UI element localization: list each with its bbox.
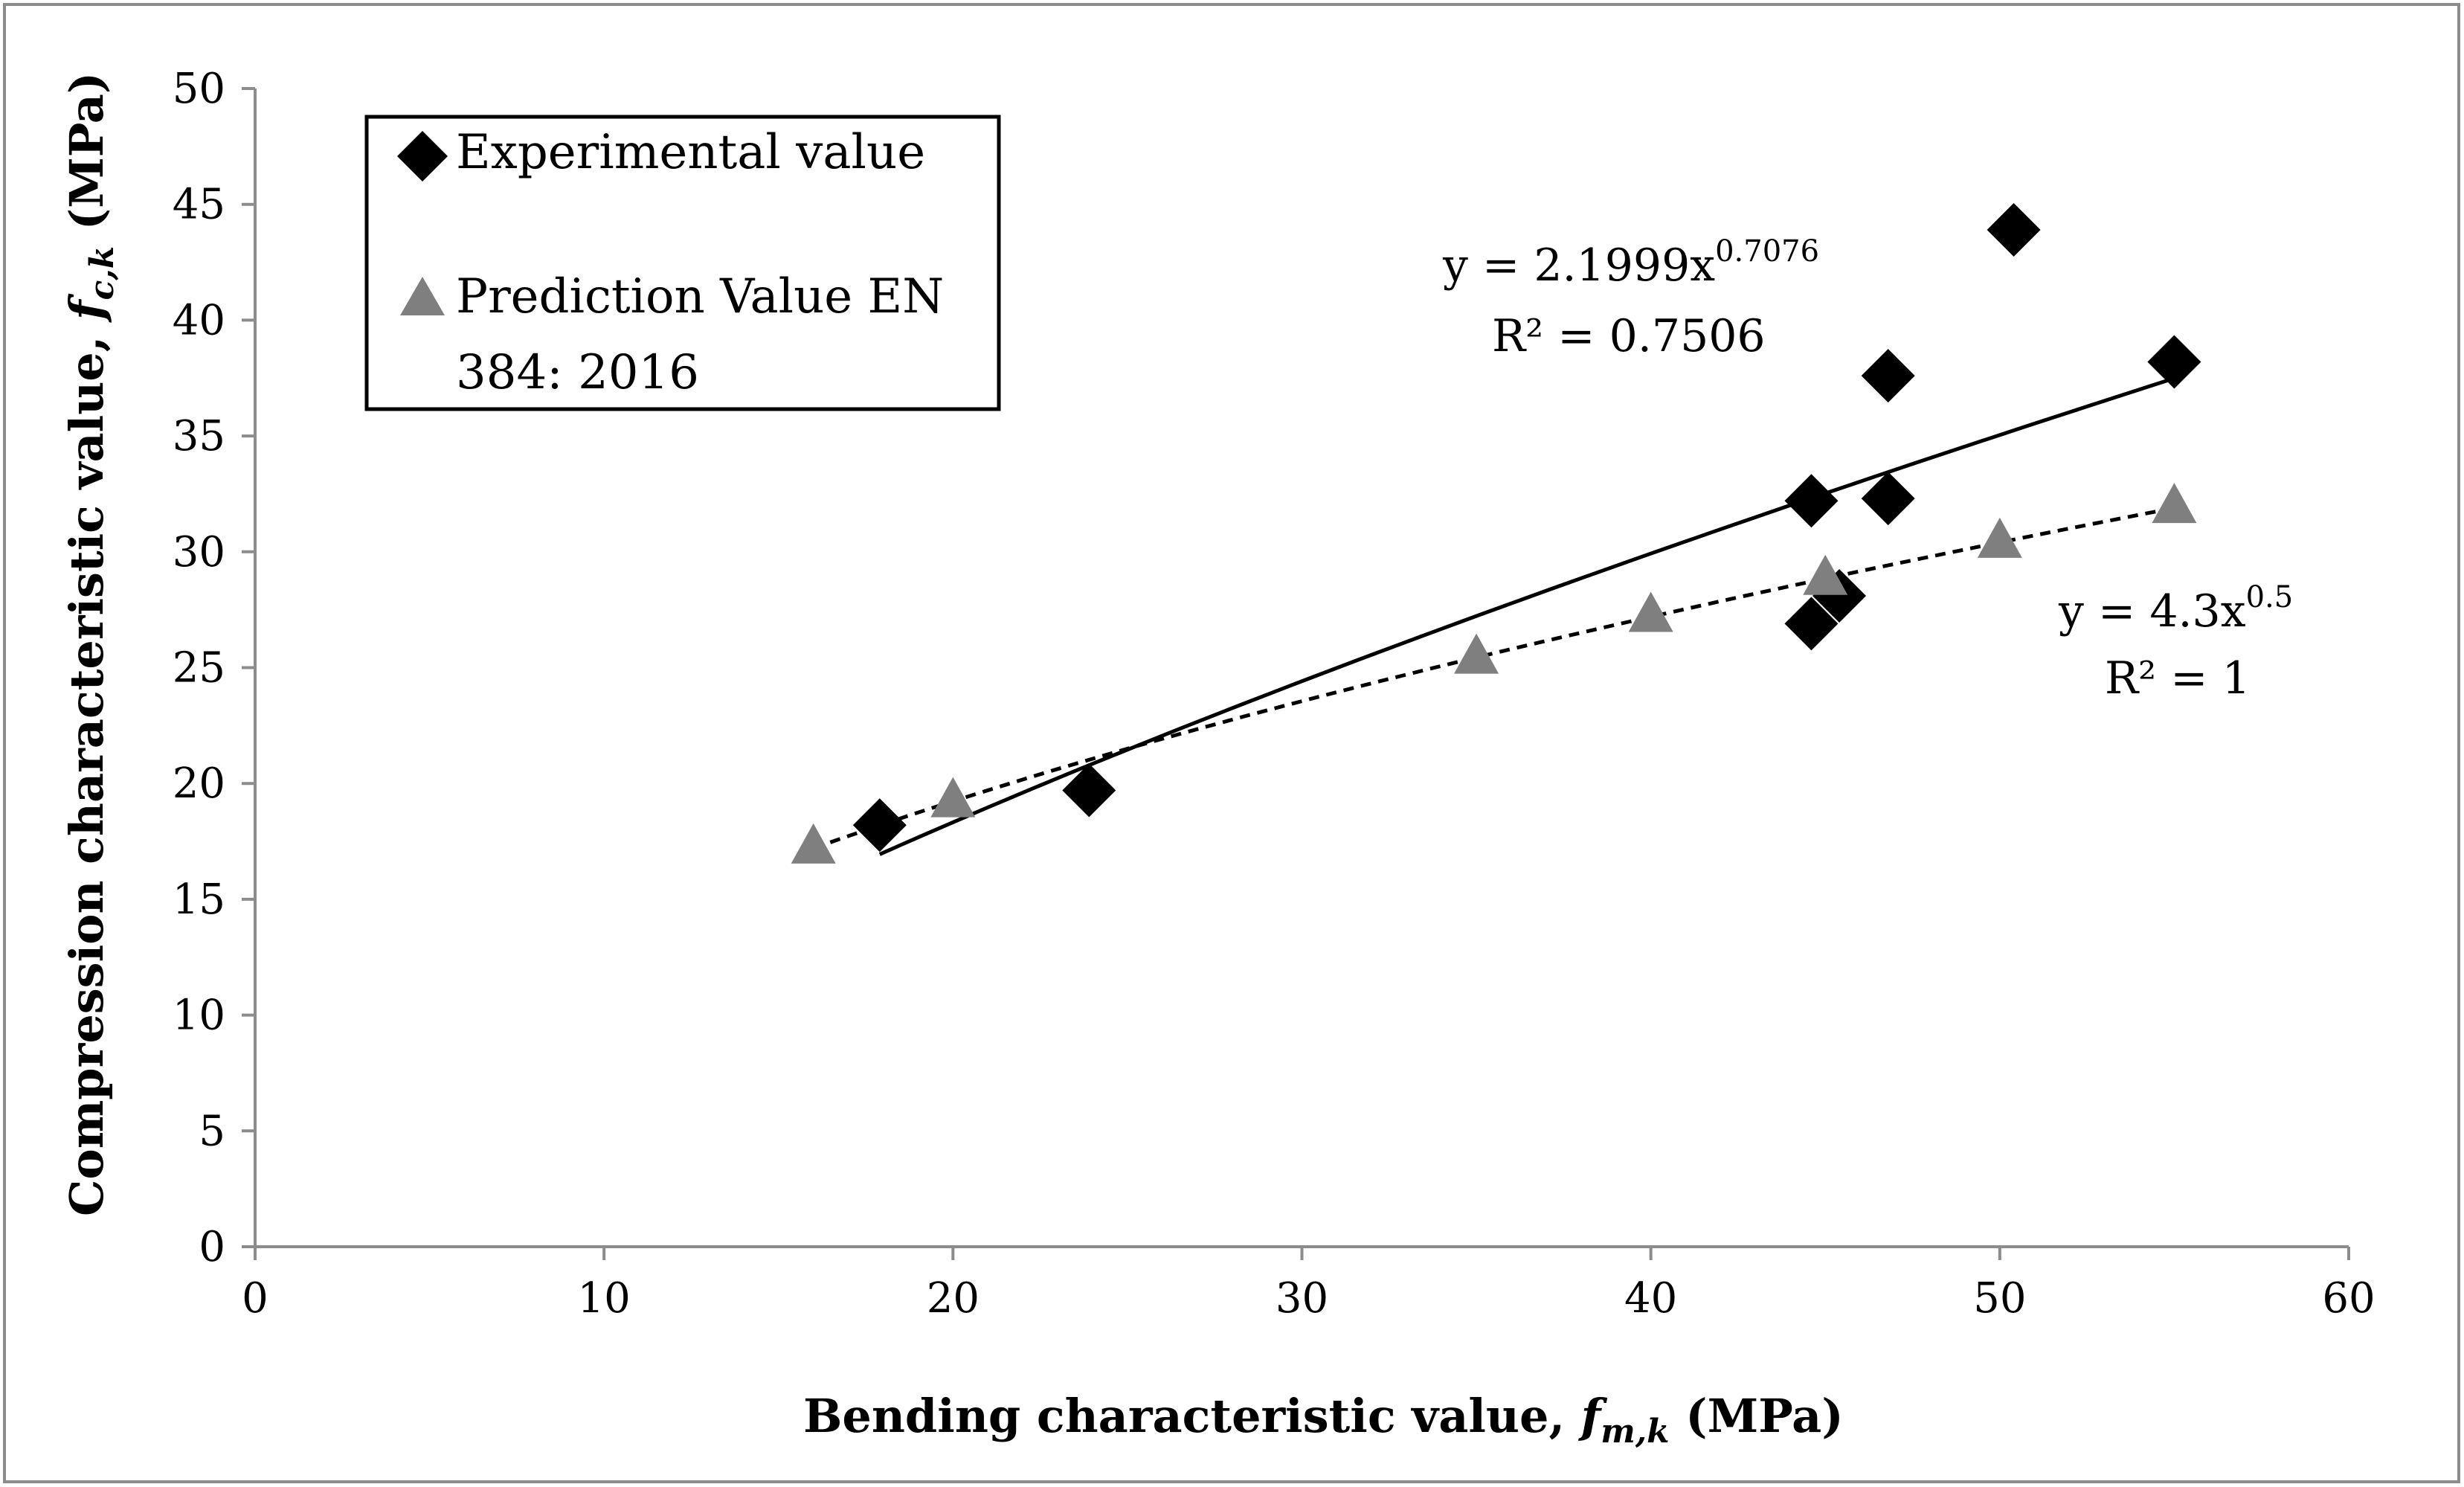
y-tick-label: 5: [199, 1107, 225, 1155]
svg-text:y = 4.3x0.5: y = 4.3x0.5: [2058, 580, 2293, 637]
legend: Experimental value Prediction Value EN 3…: [364, 115, 1001, 411]
svg-text:y = 2.1999x0.7076: y = 2.1999x0.7076: [1442, 234, 1819, 292]
y-tick-label: 50: [173, 65, 225, 113]
trendline-prediction: [812, 506, 2175, 850]
point-experimental: [1861, 349, 1915, 403]
axes: [242, 87, 2350, 1260]
data-markers: [791, 202, 2201, 864]
point-prediction: [791, 823, 836, 864]
point-experimental: [1861, 472, 1915, 526]
x-tick-label: 40: [1624, 1274, 1677, 1323]
x-tick-label: 20: [927, 1274, 980, 1323]
x-axis-title: Bending characteristic value, fm,k (MPa): [803, 1389, 1844, 1451]
y-tick-label: 0: [199, 1223, 225, 1271]
x-tick-label: 50: [1973, 1274, 2026, 1323]
point-prediction: [1454, 633, 1499, 674]
y-axis-title-unit: (MPa): [59, 72, 114, 246]
x-tick-label: 60: [2322, 1274, 2375, 1323]
point-experimental: [1784, 597, 1839, 651]
legend-label-experimental: Experimental value: [456, 125, 925, 180]
y-tick-label: 10: [173, 992, 225, 1040]
point-experimental: [2147, 335, 2201, 389]
x-axis-title-main: Bending characteristic value,: [803, 1389, 1581, 1443]
point-prediction: [930, 777, 976, 818]
y-axis-title-subscript: c,k: [83, 246, 121, 301]
legend-label-prediction-line2: 384: 2016: [456, 345, 699, 400]
trendlines: [812, 376, 2175, 856]
y-axis-title: Compression characteristic value, fc,k (…: [59, 72, 121, 1216]
legend-box: [364, 115, 1001, 411]
y-tick-label: 45: [173, 181, 225, 229]
legend-label-prediction-line1: Prediction Value EN: [456, 269, 944, 324]
trend-equation-prediction: y = 4.3x0.5 R² = 1: [2058, 580, 2293, 704]
point-prediction: [1803, 554, 1848, 595]
tick-labels: 0 5 10 15 20 25 30 35 40 45 50 0 10 20 30 40 50 60: [173, 65, 2375, 1323]
y-tick-label: 30: [173, 528, 225, 577]
legend-marker-prediction: [400, 277, 445, 315]
point-prediction: [2152, 483, 2197, 524]
x-tick-label: 0: [242, 1274, 268, 1323]
legend-marker-experimental: [397, 131, 448, 182]
x-tick-label: 30: [1276, 1274, 1328, 1323]
equation-prediction-exponent: 0.5: [2246, 580, 2294, 614]
equation-experimental: y = 2.1999x: [1442, 240, 1715, 292]
y-tick-label: 25: [173, 644, 225, 693]
x-axis-title-unit: (MPa): [1670, 1389, 1844, 1443]
trendline-experimental: [878, 376, 2175, 856]
x-axis-title-subscript: m,k: [1601, 1413, 1669, 1451]
equation-experimental-exponent: 0.7076: [1715, 234, 1819, 269]
point-experimental: [852, 798, 907, 852]
equation-prediction: y = 4.3x: [2058, 585, 2246, 637]
r2-prediction: R² = 1: [2105, 652, 2251, 704]
point-prediction: [1628, 591, 1673, 632]
point-experimental: [1987, 202, 2041, 257]
point-experimental: [1062, 763, 1116, 818]
y-axis-title-main: Compression characteristic value,: [59, 320, 114, 1216]
y-tick-label: 35: [173, 412, 225, 460]
x-tick-label: 10: [578, 1274, 631, 1323]
y-tick-label: 40: [173, 296, 225, 344]
point-experimental: [1784, 474, 1839, 528]
trend-equation-experimental: y = 2.1999x0.7076 R² = 0.7506: [1442, 234, 1819, 362]
r2-experimental: R² = 0.7506: [1492, 310, 1766, 362]
y-tick-label: 20: [173, 759, 225, 808]
y-tick-label: 15: [173, 876, 225, 924]
point-prediction: [1977, 517, 2022, 558]
